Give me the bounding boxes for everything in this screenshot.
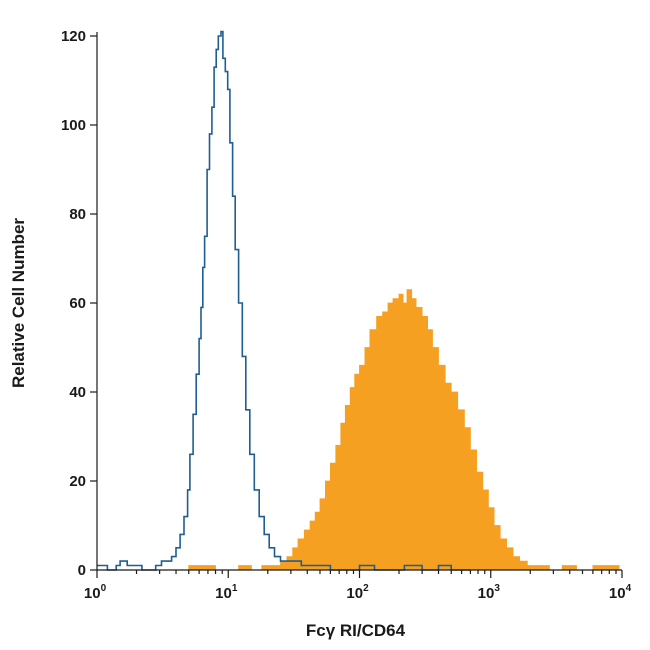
y-tick-label: 80 bbox=[69, 206, 86, 223]
y-tick-label: 120 bbox=[61, 28, 86, 45]
y-tick-label: 20 bbox=[69, 473, 86, 490]
x-tick-label: 101 bbox=[215, 583, 238, 602]
x-tick-label: 102 bbox=[346, 583, 369, 602]
filled-histogram-series bbox=[188, 289, 620, 571]
plot-area bbox=[97, 30, 620, 571]
y-axis-title: Relative Cell Number bbox=[9, 218, 28, 388]
x-tick-label: 103 bbox=[478, 583, 501, 602]
y-tick-label: 100 bbox=[61, 117, 86, 134]
y-tick-label: 60 bbox=[69, 295, 86, 312]
y-tick-label: 40 bbox=[69, 384, 86, 401]
axes: 0 20 40 60 80 100 120 100 101 102 103 104 bbox=[61, 28, 632, 602]
y-tick-label: 0 bbox=[78, 562, 86, 579]
x-axis-title: Fcγ RI/CD64 bbox=[306, 621, 406, 640]
x-tick-label: 104 bbox=[609, 583, 632, 602]
outline-histogram-series bbox=[97, 30, 471, 571]
x-tick-label: 100 bbox=[84, 583, 107, 602]
